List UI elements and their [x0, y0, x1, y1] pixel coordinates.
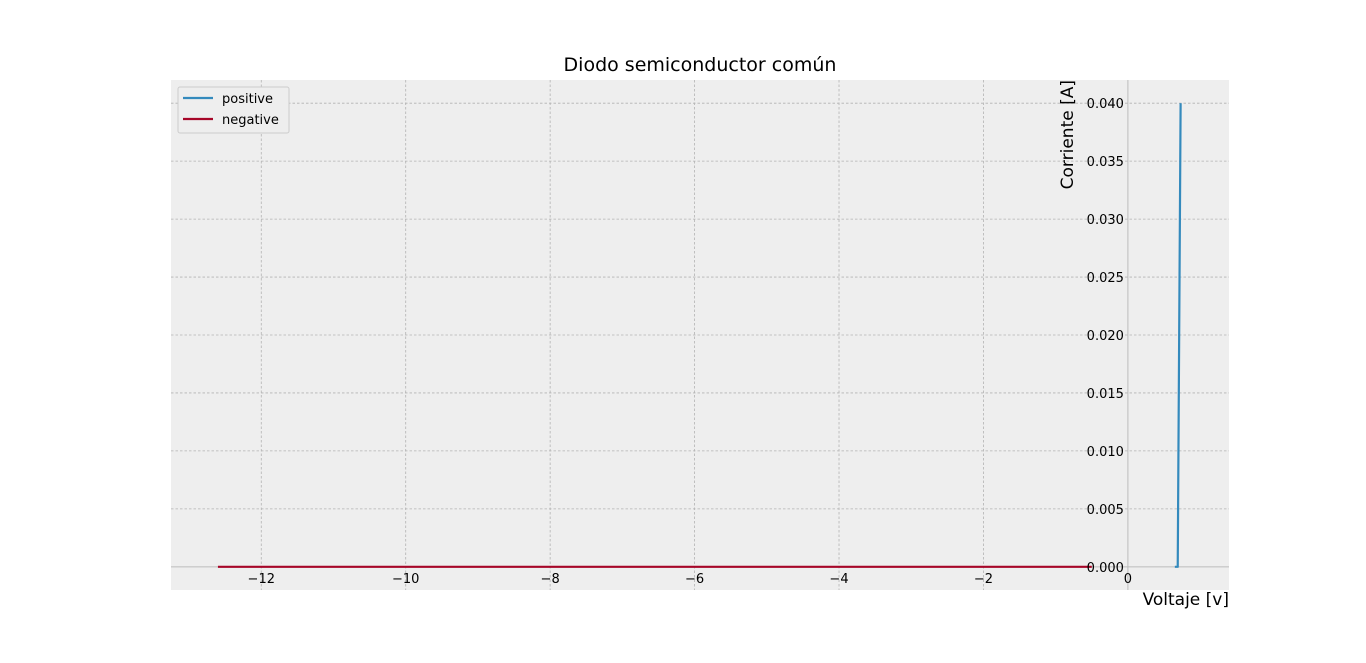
legend-label-negative: negative: [222, 113, 279, 128]
series-lines: [217, 103, 1182, 568]
x-tick-label: −6: [685, 572, 704, 587]
y-tick-labels: 0.000 0.005 0.010 0.015 0.020 0.025 0.030 0.035…: [1087, 97, 1124, 576]
x-tick-label: 0: [1124, 572, 1132, 587]
x-tick-label: −10: [392, 572, 419, 587]
y-tick-label: 0.035: [1087, 155, 1124, 170]
y-axis-label: Corriente [A]: [1058, 80, 1078, 189]
y-tick-label: 0.020: [1087, 329, 1124, 344]
y-tick-label: 0.030: [1087, 213, 1124, 228]
x-tick-labels: −12 −10 −8 −6 −4 −2 0: [248, 572, 1132, 587]
x-tick-label: −8: [541, 572, 560, 587]
legend-label-positive: positive: [222, 92, 273, 107]
y-tick-label: 0.010: [1087, 445, 1124, 460]
y-tick-label: 0.005: [1087, 503, 1124, 518]
x-tick-label: −4: [829, 572, 848, 587]
x-tick-label: −12: [248, 572, 275, 587]
y-tick-label: 0.000: [1087, 561, 1124, 576]
chart-title: Diodo semiconductor común: [564, 54, 837, 76]
grid: [171, 80, 1229, 590]
y-tick-label: 0.025: [1087, 271, 1124, 286]
series-line-positive: [1174, 103, 1182, 568]
x-tick-label: −2: [974, 572, 993, 587]
y-tick-label: 0.040: [1087, 97, 1124, 112]
legend: positive negative: [177, 86, 290, 134]
x-axis-label: Voltaje [v]: [1143, 590, 1229, 610]
y-tick-label: 0.015: [1087, 387, 1124, 402]
